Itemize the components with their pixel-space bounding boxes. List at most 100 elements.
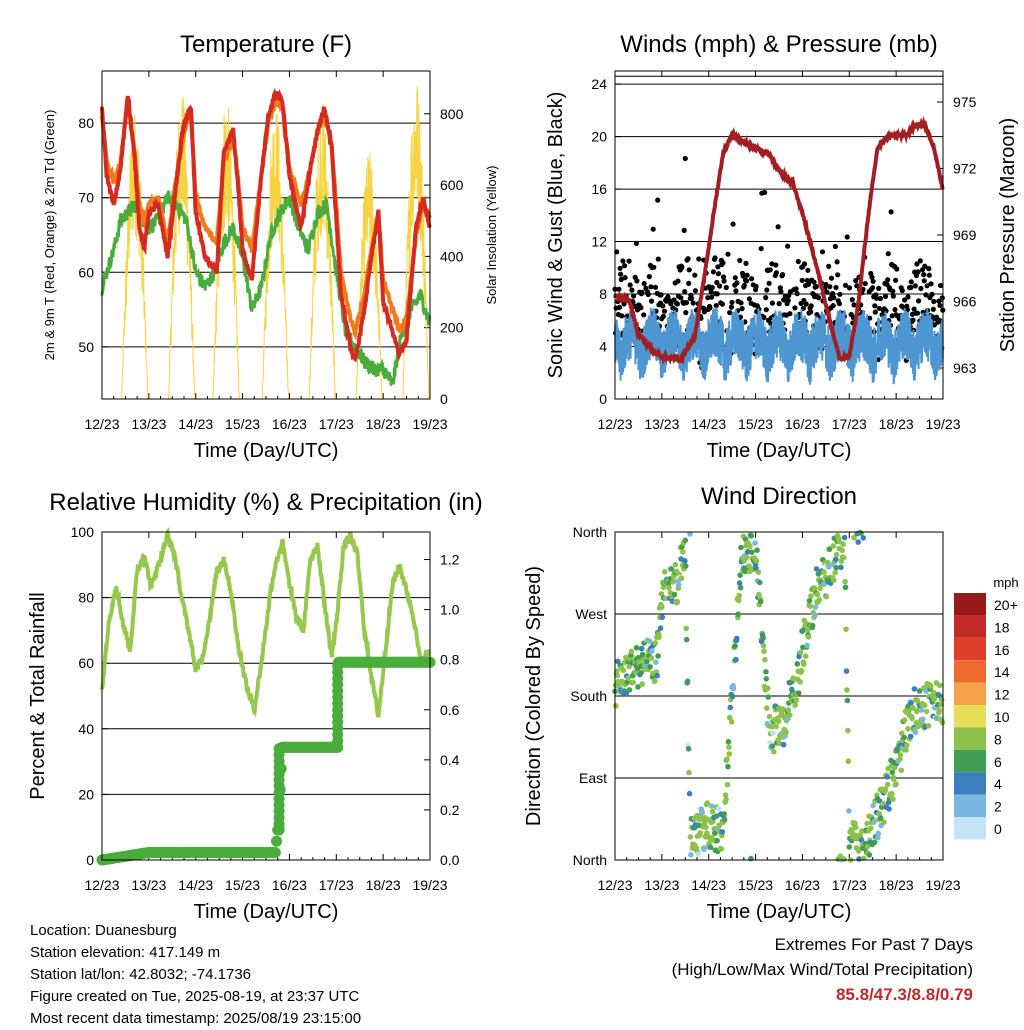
gust-point — [930, 306, 936, 312]
x-tick-label: 13/23 — [131, 416, 166, 432]
direction-point — [853, 824, 859, 831]
gust-point — [617, 265, 623, 271]
gust-point — [787, 311, 793, 317]
temperature-ylabel-left: 2m & 9m T (Red, Orange) & 2m Td (Green) — [42, 110, 57, 361]
total-rainfall-series — [96, 656, 436, 866]
direction-point — [855, 848, 862, 854]
direction-point — [633, 645, 640, 651]
direction-point — [769, 743, 776, 749]
gust-point — [683, 310, 689, 316]
rainfall-point — [269, 847, 281, 858]
gust-point — [674, 301, 681, 307]
direction-point — [813, 566, 820, 572]
gust-point — [739, 306, 745, 312]
gust-point — [758, 246, 764, 252]
winds-ylabel-left: Sonic Wind & Gust (Blue, Black) — [545, 92, 567, 379]
direction-point — [808, 593, 814, 599]
direction-point — [755, 569, 762, 575]
legend-label: 16 — [994, 642, 1010, 658]
direction-point — [849, 828, 855, 835]
direction-point — [753, 558, 760, 564]
station-info: Location: Duanesburg Station elevation: … — [30, 920, 361, 1030]
direction-point — [727, 714, 733, 721]
gust-point — [720, 260, 726, 266]
gust-point — [793, 286, 799, 292]
direction-point — [744, 549, 751, 555]
dewpoint-series — [100, 190, 431, 386]
gust-point — [652, 284, 659, 290]
gust-point — [715, 271, 722, 277]
x-tick-label: 13/23 — [644, 416, 679, 432]
direction-point — [911, 686, 918, 692]
direction-point — [899, 730, 905, 736]
gust-point — [870, 278, 876, 284]
gust-point — [912, 283, 918, 289]
direction-point — [804, 642, 810, 649]
direction-point — [736, 580, 743, 586]
gust-point — [876, 285, 882, 291]
legend-label: 0 — [994, 821, 1002, 837]
station-pressure-line — [613, 116, 945, 366]
direction-point — [876, 810, 883, 817]
x-tick-label: 19/23 — [412, 416, 447, 432]
gust-point — [910, 317, 916, 323]
y-tick-label: 8 — [599, 286, 607, 302]
direction-point — [684, 678, 691, 684]
gust-point — [914, 310, 921, 316]
direction-point — [928, 683, 934, 689]
gust-point — [890, 288, 896, 294]
gust-point — [795, 258, 801, 265]
direction-point — [871, 839, 878, 846]
direction-point — [801, 661, 807, 667]
y-tick-label: East — [579, 770, 607, 786]
direction-point — [831, 577, 837, 583]
gust-point — [713, 303, 719, 309]
direction-point — [903, 747, 909, 753]
direction-point — [729, 693, 736, 700]
gust-point — [939, 295, 945, 301]
direction-point — [657, 625, 664, 631]
direction-point — [686, 769, 692, 776]
direction-point — [716, 822, 723, 828]
direction-point — [842, 578, 848, 585]
gust-point — [837, 291, 843, 297]
direction-point — [764, 705, 770, 711]
direction-point — [907, 733, 914, 740]
gust-point — [862, 281, 868, 287]
legend-swatch — [954, 682, 986, 705]
winds-plot-frame — [614, 70, 944, 400]
legend-swatch — [954, 615, 986, 638]
direction-point — [715, 805, 722, 812]
direction-point — [884, 774, 890, 780]
y2-tick-label: 1.2 — [440, 552, 460, 568]
legend-label: 4 — [994, 776, 1002, 792]
direction-point — [695, 851, 702, 857]
direction-point — [833, 564, 839, 571]
gust-point — [719, 301, 726, 307]
legend-label: 20+ — [994, 597, 1018, 613]
direction-point — [882, 786, 889, 792]
y-tick-label: North — [573, 524, 607, 540]
x-tick-label: 12/23 — [597, 877, 632, 893]
y2-tick-label: 0.0 — [440, 852, 460, 868]
direction-point — [826, 546, 833, 552]
gust-point — [921, 278, 927, 284]
temperature-ylabel-right: Solar Insolation (Yellow) — [484, 166, 499, 305]
direction-point — [685, 746, 692, 752]
direction-point — [752, 540, 758, 546]
gust-point — [931, 298, 937, 305]
temperature-panel: Temperature (F) 50 60 70 80 0 200 400 600 800 12… — [42, 31, 499, 462]
legend-swatch — [954, 794, 986, 817]
direction-point — [889, 791, 895, 797]
direction-point — [721, 816, 728, 823]
direction-point — [912, 729, 919, 735]
gust-point — [842, 282, 849, 288]
direction-point — [845, 727, 851, 734]
direction-point — [652, 678, 658, 684]
gust-point — [661, 308, 668, 314]
y-tick-label: 100 — [71, 524, 95, 540]
direction-point — [765, 694, 771, 700]
direction-point — [647, 664, 653, 670]
direction-point — [904, 742, 910, 749]
